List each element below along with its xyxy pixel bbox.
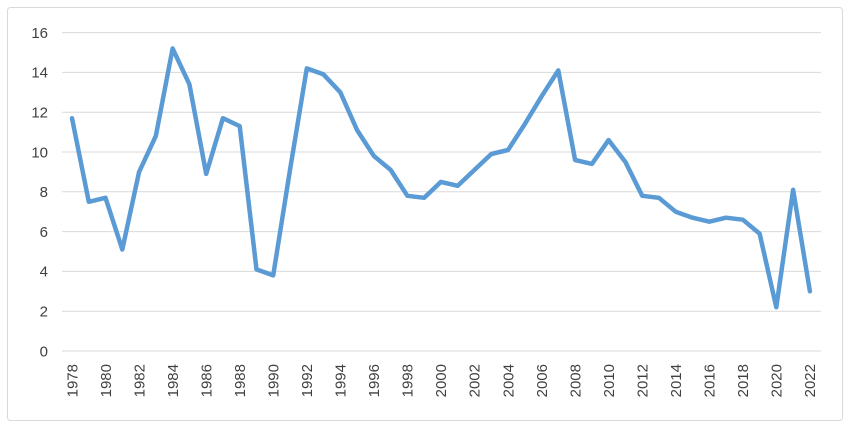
x-axis-tick-label: 1980 <box>98 364 115 397</box>
chart-border <box>7 7 843 421</box>
x-axis-tick-label: 2004 <box>500 364 517 397</box>
x-axis-tick-label: 1990 <box>265 364 282 397</box>
x-axis-tick-label: 2014 <box>668 364 685 397</box>
x-axis-tick-label: 2022 <box>802 364 819 397</box>
y-axis-tick-label: 2 <box>40 303 48 320</box>
y-axis-tick-label: 0 <box>40 343 48 360</box>
x-axis-tick-label: 2020 <box>769 364 786 397</box>
y-axis-tick-label: 4 <box>40 264 48 281</box>
y-axis-tick-label: 16 <box>31 25 48 42</box>
x-axis-tick-label: 1982 <box>131 364 148 397</box>
y-axis-tick-label: 8 <box>40 184 48 201</box>
x-axis-tick-label: 2008 <box>567 364 584 397</box>
y-axis-tick-label: 10 <box>31 144 48 161</box>
y-axis-tick-label: 14 <box>31 65 48 82</box>
x-axis-tick-label: 1978 <box>64 364 81 397</box>
x-axis-tick-label: 1984 <box>165 364 182 397</box>
x-axis-tick-label: 2016 <box>702 364 719 397</box>
x-axis-tick-label: 1988 <box>232 364 249 397</box>
x-axis-tick-label: 1996 <box>366 364 383 397</box>
x-axis-tick-label: 1992 <box>299 364 316 397</box>
x-axis-tick-label: 2000 <box>433 364 450 397</box>
y-axis-tick-label: 6 <box>40 224 48 241</box>
x-axis-tick-label: 2012 <box>634 364 651 397</box>
x-axis-tick-label: 2006 <box>534 364 551 397</box>
x-axis-tick-label: 2002 <box>467 364 484 397</box>
x-axis-tick-label: 1998 <box>400 364 417 397</box>
x-axis-tick-label: 2018 <box>735 364 752 397</box>
x-axis-tick-label: 1986 <box>198 364 215 397</box>
x-axis-tick-label: 2010 <box>601 364 618 397</box>
x-axis-tick-label: 1994 <box>333 364 350 397</box>
data-series-line <box>69 46 813 310</box>
y-axis-tick-label: 12 <box>31 104 48 121</box>
